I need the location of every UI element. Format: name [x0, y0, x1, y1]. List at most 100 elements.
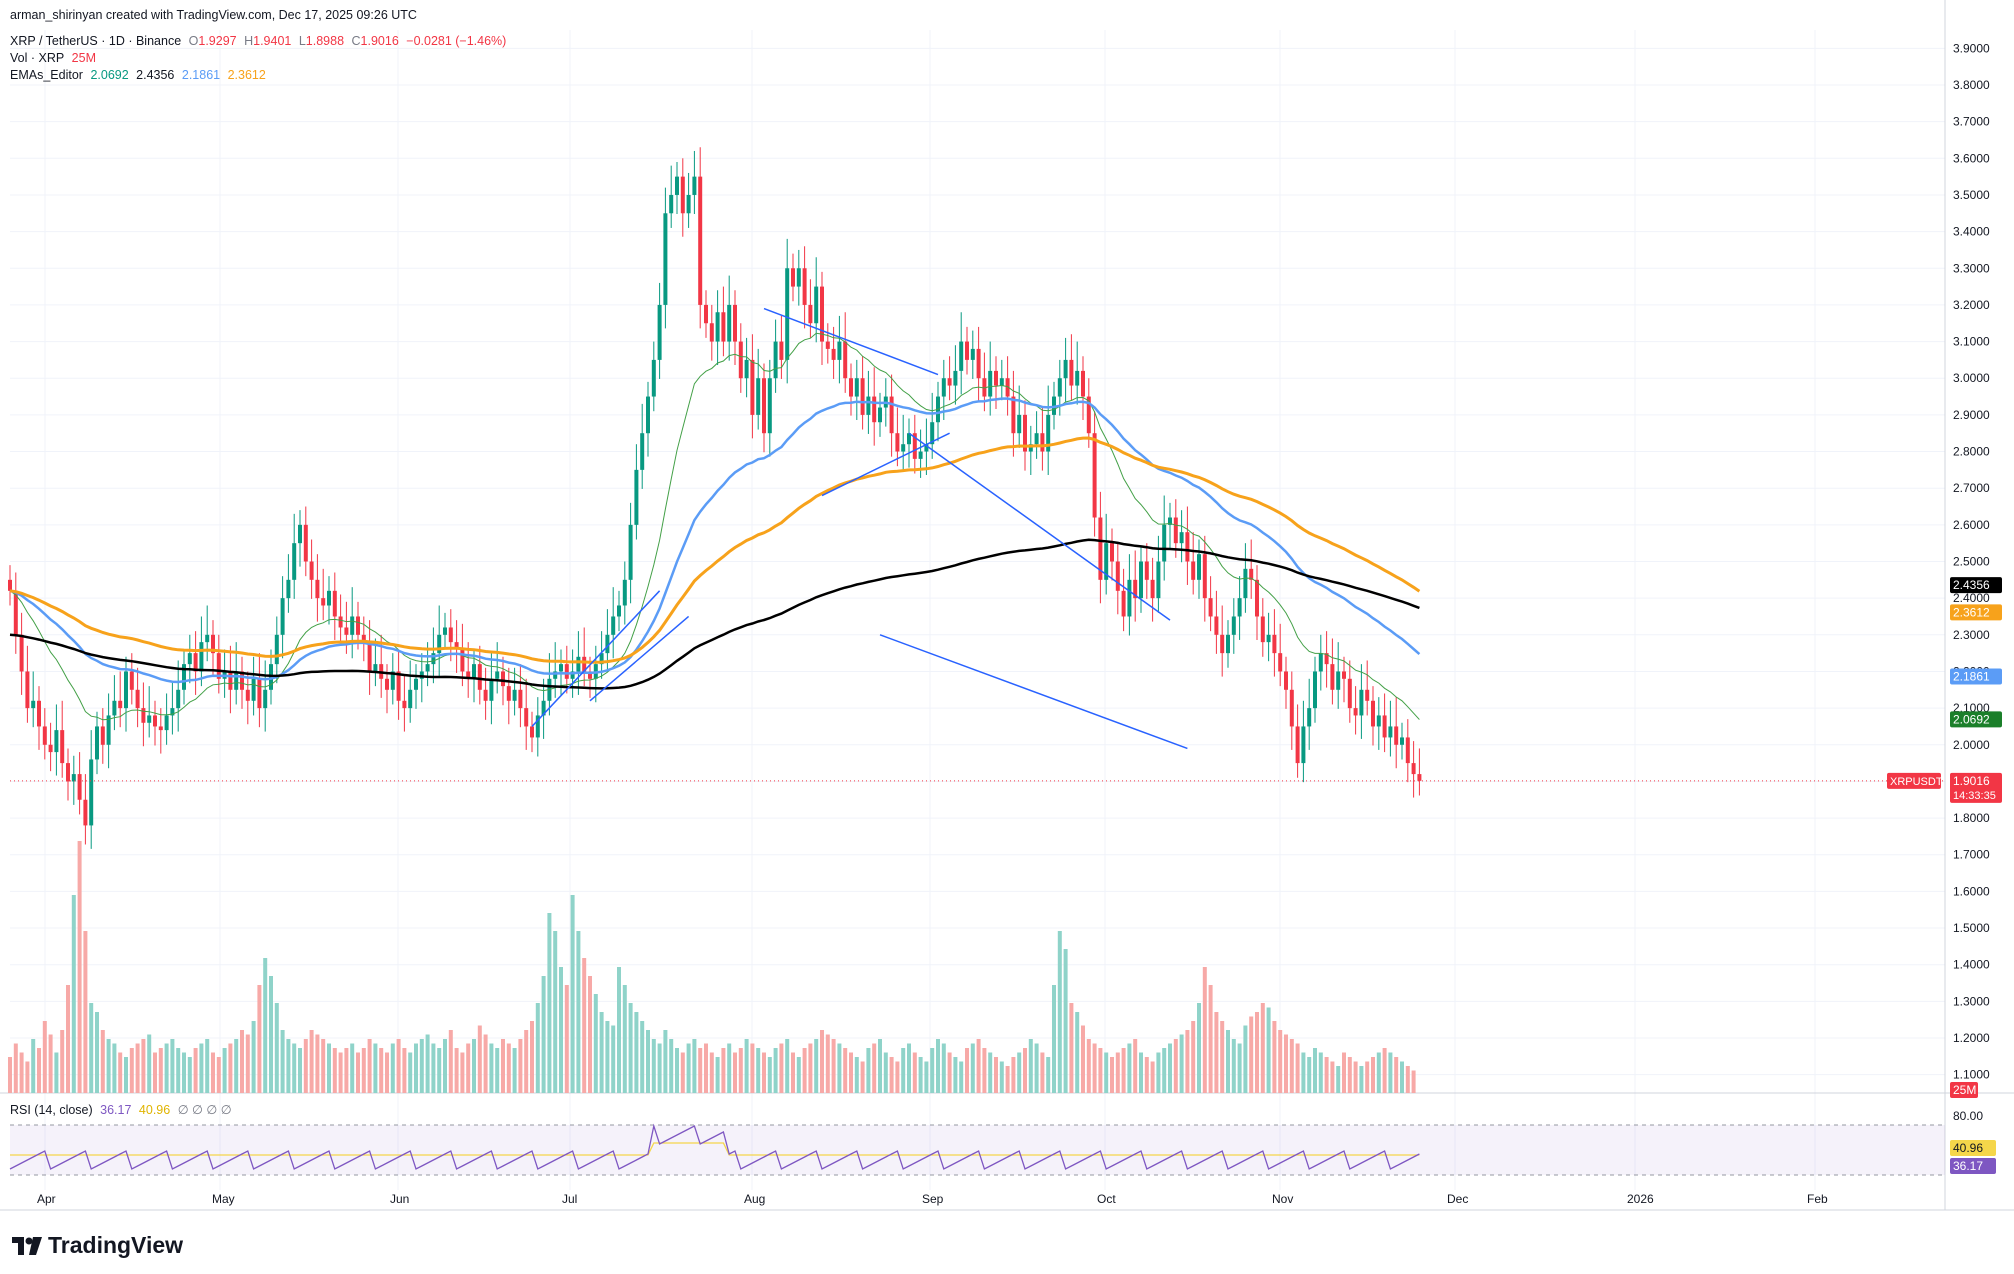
candle-body [796, 268, 801, 287]
volume-bar [1133, 1039, 1138, 1093]
volume-bar [66, 985, 70, 1093]
volume-bar [408, 1052, 413, 1093]
volume-bar [303, 1039, 308, 1093]
volume-bar [31, 1039, 36, 1093]
last-price-box [1950, 772, 2002, 803]
volume-bar [402, 1048, 407, 1093]
volume-bar [982, 1048, 987, 1093]
candle-body [315, 579, 320, 599]
x-tick-label: Aug [744, 1192, 765, 1206]
y-tick-label: 1.4000 [1953, 958, 1990, 972]
price-label-box [1950, 604, 2002, 621]
candle-body [321, 598, 326, 606]
volume-bar [1313, 1048, 1317, 1093]
volume-bar [356, 1052, 360, 1093]
candle-body [48, 744, 53, 753]
candle-body [918, 451, 923, 459]
ema-legend[interactable]: EMAs_Editor 2.0692 2.4356 2.1861 2.3612 [10, 68, 270, 82]
candle-body [756, 378, 761, 415]
candle-body [83, 799, 88, 826]
ema-label[interactable]: EMAs_Editor [10, 68, 83, 82]
candle-body [959, 341, 964, 371]
candle-body [1162, 524, 1167, 562]
candle-body [1382, 715, 1387, 738]
volume-bar [42, 1021, 47, 1093]
candle-body [767, 378, 772, 434]
y-tick-label: 3.0000 [1953, 371, 1990, 385]
x-tick-label: Apr [37, 1192, 56, 1206]
rsi-empty-values: ∅ ∅ ∅ ∅ [177, 1103, 232, 1117]
tradingview-logo[interactable]: TradingView [12, 1232, 183, 1259]
volume-bars [8, 841, 1416, 1093]
candle-body [831, 348, 836, 360]
candle-body [970, 348, 975, 360]
candle-body [802, 268, 807, 305]
candle-body [495, 671, 500, 679]
volume-bar [872, 1043, 877, 1093]
volume-bar [506, 1043, 511, 1093]
candle-body [1371, 700, 1375, 727]
volume-bar [1156, 1052, 1161, 1093]
candle-body [1191, 561, 1196, 580]
candle-body [640, 433, 645, 470]
candle-body [1185, 532, 1190, 562]
volume-bar [1405, 1066, 1410, 1093]
candle-body [715, 312, 720, 342]
volume-bar [988, 1052, 993, 1093]
volume-bar [802, 1048, 807, 1093]
rsi-legend[interactable]: RSI (14, close) 36.17 40.96 ∅ ∅ ∅ ∅ [10, 1102, 236, 1117]
rsi-label[interactable]: RSI (14, close) [10, 1103, 93, 1117]
ema-100-line [9, 436, 1421, 664]
candle-body [1040, 433, 1045, 452]
volume-legend[interactable]: Vol · XRP 25M [10, 51, 100, 65]
candle-body [25, 671, 30, 709]
symbol-name[interactable]: XRP / TetherUS · 1D · Binance [10, 34, 182, 48]
candle-body [37, 700, 41, 727]
candle-body [1173, 517, 1178, 544]
volume-bar [994, 1057, 998, 1093]
candle-body [1394, 726, 1399, 745]
volume-bar [593, 994, 598, 1093]
volume-bar [553, 931, 558, 1093]
candle-body [1237, 598, 1242, 617]
volume-bar [541, 976, 546, 1093]
close-label: C [351, 34, 361, 48]
volume-bar [483, 1034, 488, 1093]
volume-bar [756, 1048, 761, 1093]
x-tick-label: Jun [390, 1192, 409, 1206]
symbol-legend[interactable]: XRP / TetherUS · 1D · Binance O1.9297 H1… [10, 34, 510, 48]
candle-body [141, 708, 146, 723]
volume-bar [1063, 949, 1068, 1093]
volume-bar [1150, 1061, 1155, 1093]
y-tick-label: 2.8000 [1953, 445, 1990, 459]
candle-body [1139, 561, 1143, 599]
y-tick-label: 3.1000 [1953, 335, 1990, 349]
candle-body [1359, 689, 1364, 716]
low-value: 1.8988 [305, 34, 345, 48]
candle-body [588, 671, 592, 679]
author-line: arman_shirinyan created with TradingView… [10, 8, 421, 22]
candle-body [1347, 678, 1352, 709]
x-tick-label: Dec [1447, 1192, 1468, 1206]
volume-label[interactable]: Vol · XRP [10, 51, 65, 65]
candle-body [327, 590, 331, 606]
volume-bar [379, 1048, 384, 1093]
rsi-level-label: 80.00 [1953, 1109, 1983, 1123]
x-tick-label: May [212, 1192, 235, 1206]
volume-bar [48, 1034, 53, 1093]
volume-bar [1028, 1039, 1033, 1093]
volume-bar [292, 1043, 297, 1093]
volume-bar [698, 1048, 703, 1093]
candle-body [675, 176, 679, 195]
volume-bar [274, 1003, 279, 1093]
volume-bar [785, 1039, 790, 1093]
volume-bar [367, 1039, 372, 1093]
volume-bar [791, 1052, 795, 1093]
volume-value: 25M [71, 51, 96, 65]
volume-bar [182, 1052, 186, 1093]
candle-body [77, 774, 82, 800]
candle-body [1081, 370, 1085, 397]
candle-body [1069, 359, 1074, 386]
volume-bar [135, 1043, 140, 1093]
